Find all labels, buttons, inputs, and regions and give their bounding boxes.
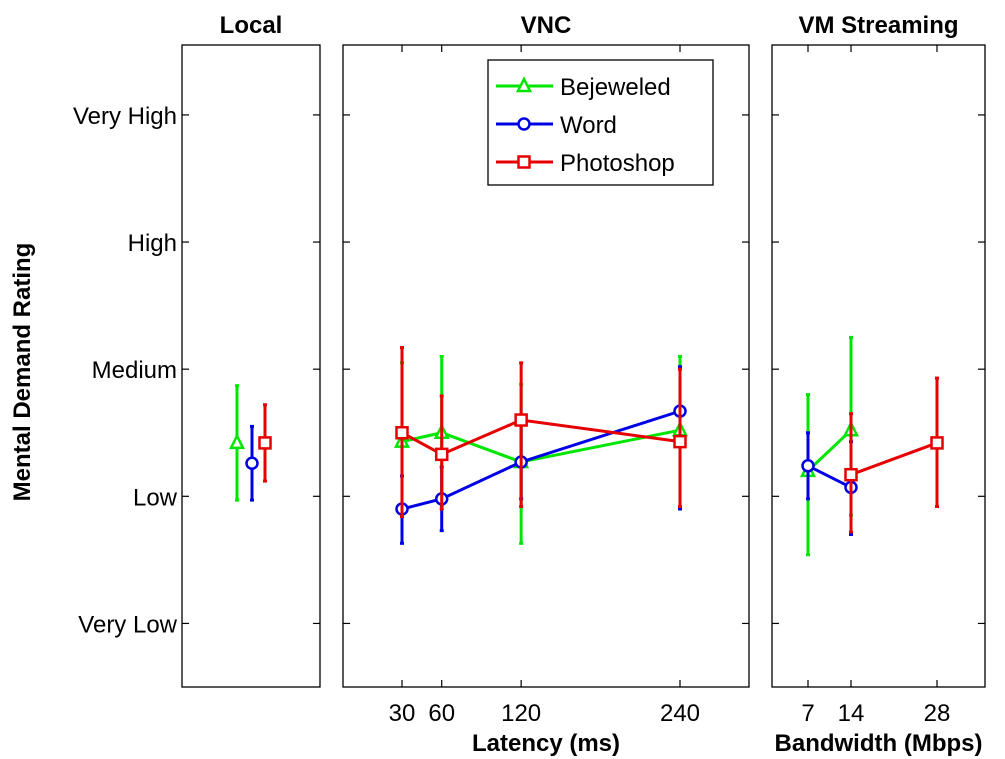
legend-label: Word	[560, 112, 617, 139]
marker-circle	[245, 456, 259, 471]
x-tick-label: 30	[389, 700, 416, 727]
series-photoshop	[844, 376, 944, 534]
panel-title: VNC	[521, 12, 572, 39]
panel-title: VM Streaming	[798, 12, 958, 39]
series-photoshop	[395, 346, 687, 519]
series-line	[806, 429, 853, 472]
x-axis-label: Latency (ms)	[472, 730, 620, 757]
series-word	[245, 424, 259, 502]
x-axis-label: Bandwidth (Mbps)	[775, 730, 983, 757]
marker-square	[673, 434, 687, 449]
marker-square	[517, 155, 531, 169]
series-bejeweled	[228, 384, 246, 502]
series-line	[401, 428, 681, 464]
panel-vnc: VNC 30 60 120 240 Latency (ms) Bejeweled Word Ph…	[342, 12, 750, 757]
series-line	[401, 409, 681, 511]
series-word	[801, 431, 858, 536]
panel-frame	[342, 44, 750, 688]
marker-square	[844, 467, 858, 482]
series-bejeweled	[799, 335, 860, 557]
y-tick-label: Low	[133, 484, 178, 511]
legend-label: Bejeweled	[560, 74, 671, 101]
legend-item-word: Word	[496, 112, 617, 139]
x-tick-label: 60	[428, 700, 455, 727]
panel-title: Local	[220, 12, 283, 39]
x-tick-label: 7	[801, 700, 814, 727]
y-axis-label: Mental Demand Rating	[9, 243, 36, 502]
y-tick-label: Very Low	[78, 611, 177, 638]
marker-square	[930, 436, 944, 450]
series-line	[807, 464, 852, 489]
x-tick-label: 120	[501, 700, 541, 727]
marker-circle	[801, 459, 815, 473]
marker-square	[514, 413, 528, 427]
y-tick-label: Medium	[92, 357, 177, 384]
legend-item-bejeweled: Bejeweled	[496, 74, 671, 101]
marker-triangle	[228, 433, 246, 450]
panel-local: Local Very Low Low Medium High Very High	[73, 12, 321, 688]
marker-square	[395, 425, 409, 440]
panel-frame	[181, 44, 321, 688]
series-photoshop	[258, 403, 272, 483]
y-tick-label: High	[128, 230, 177, 257]
panel-vm-streaming: VM Streaming 7 14 28 Bandwidth (Mbps)	[771, 12, 986, 757]
legend: Bejeweled Word Photoshop	[487, 59, 714, 186]
x-tick-label: 240	[660, 700, 700, 727]
series-line	[401, 418, 681, 457]
marker-square	[258, 436, 272, 450]
legend-label: Photoshop	[560, 150, 675, 177]
legend-item-photoshop: Photoshop	[496, 150, 675, 177]
x-tick-label: 28	[924, 700, 951, 727]
panel-frame	[771, 44, 986, 688]
marker-circle	[517, 117, 531, 131]
x-tick-label: 14	[838, 700, 865, 727]
y-tick-label: Very High	[73, 103, 177, 130]
marker-square	[434, 447, 449, 462]
marker-triangle	[515, 76, 533, 93]
series-line	[850, 441, 938, 477]
